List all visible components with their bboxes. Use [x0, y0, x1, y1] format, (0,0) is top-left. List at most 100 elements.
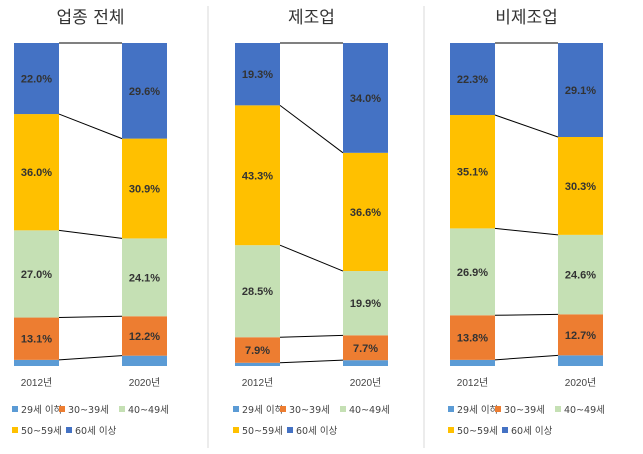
data-label: 19.3%	[242, 69, 273, 81]
legend-swatch	[340, 406, 346, 412]
connector-line	[494, 313, 559, 316]
data-label: 19.9%	[350, 298, 381, 310]
x-tick-label: 2020년	[129, 377, 160, 389]
legend-swatch	[287, 427, 293, 433]
legend-swatch	[233, 406, 239, 412]
x-tick-label: 2020년	[350, 377, 381, 389]
data-label: 36.0%	[21, 167, 52, 179]
chart-title: 비제조업	[495, 8, 558, 28]
legend-swatch	[59, 406, 65, 412]
bar-segment-series-4	[558, 136, 603, 235]
bar-segment-series-1	[235, 362, 280, 366]
data-label: 29.6%	[129, 86, 160, 98]
legend-label: 29세 이하	[242, 404, 284, 416]
data-label: 24.1%	[129, 272, 160, 284]
bar-segment-series-4	[235, 105, 280, 246]
legend-swatch	[12, 406, 18, 412]
connector-line	[494, 227, 559, 236]
chart-title: 업종 전체	[57, 8, 125, 28]
legend-label: 60세 이상	[75, 426, 117, 437]
data-label: 12.7%	[565, 330, 596, 342]
connector-line	[494, 114, 559, 138]
bar-segment-series-2	[14, 317, 59, 360]
legend-label: 30~39세	[504, 405, 545, 416]
legend-label: 50~59세	[457, 426, 498, 437]
bar-segment-series-2	[450, 315, 495, 360]
bar-segment-series-3	[343, 271, 388, 336]
data-label: 29.1%	[565, 85, 596, 97]
data-label: 34.0%	[350, 93, 381, 105]
bar-segment-series-1	[122, 355, 167, 366]
legend: 29세 이하 30~39세 40~49세 50~59세 60세 이상	[233, 404, 390, 437]
legend-label: 29세 이하	[457, 404, 499, 416]
data-label: 22.3%	[457, 74, 488, 86]
bar-segment-series-1	[14, 359, 59, 366]
legend-swatch	[448, 427, 454, 433]
legend-label: 30~39세	[68, 405, 109, 416]
connector-line	[58, 355, 123, 361]
bar-segment-series-4	[450, 115, 495, 229]
bar-segment-series-5	[343, 43, 388, 153]
bar-segment-series-3	[558, 234, 603, 315]
data-label: 24.6%	[565, 270, 596, 282]
bar-segment-series-2	[235, 337, 280, 363]
legend-label: 60세 이상	[296, 426, 338, 437]
legend-swatch	[119, 406, 125, 412]
chart-panel-3: 비제조업 13.8% 12.7% 26.9% 24.6% 35.1% 30.3% 22.3% 2…	[448, 8, 605, 437]
chart-title: 제조업	[288, 8, 335, 28]
x-tick-label: 2012년	[21, 377, 52, 389]
connector-line	[58, 229, 123, 239]
bar-segment-series-3	[235, 245, 280, 338]
legend: 29세 이하 30~39세 40~49세 50~59세 60세 이상	[448, 404, 605, 437]
bar-segment-series-1	[450, 359, 495, 366]
x-tick-label: 2020년	[565, 377, 596, 389]
connector-line	[279, 359, 344, 364]
data-label: 30.9%	[129, 184, 160, 196]
data-label: 7.9%	[245, 345, 270, 357]
x-tick-label: 2012년	[457, 377, 488, 389]
legend-swatch	[555, 406, 561, 412]
legend: 29세 이하 30~39세 40~49세 50~59세 60세 이상	[12, 404, 169, 437]
legend-swatch	[66, 427, 72, 433]
legend-swatch	[12, 427, 18, 433]
connector-line	[58, 315, 123, 319]
legend-label: 50~59세	[21, 426, 62, 437]
bar-segment-series-4	[14, 114, 59, 231]
legend-label: 30~39세	[289, 405, 330, 416]
legend-label: 40~49세	[128, 405, 169, 416]
legend-swatch	[233, 427, 239, 433]
chart-panel-1: 업종 전체 13.1% 12.2% 27.0% 24.1% 36.0% 30.9% 22.0%…	[12, 8, 169, 437]
legend-swatch	[280, 406, 286, 412]
bar-segment-series-1	[343, 360, 388, 366]
bar-segment-series-2	[343, 335, 388, 361]
data-label: 22.0%	[21, 74, 52, 86]
bar-segment-series-1	[558, 355, 603, 366]
connector-line	[279, 334, 344, 338]
data-label: 28.5%	[242, 286, 273, 298]
data-label: 26.9%	[457, 267, 488, 279]
data-label: 35.1%	[457, 167, 488, 179]
bar-segment-series-5	[122, 43, 167, 139]
bar-segment-series-4	[343, 152, 388, 272]
legend-label: 50~59세	[242, 426, 283, 437]
connector-line	[279, 104, 344, 154]
connector-line	[494, 354, 559, 361]
chart-panel-2: 제조업 7.9% 7.7% 28.5% 19.9% 43.3% 36.6% 19.3% 34.0…	[233, 8, 390, 437]
data-label: 13.1%	[21, 334, 52, 346]
bar-segment-series-5	[450, 43, 495, 116]
legend-label: 29세 이하	[21, 404, 63, 416]
bar-segment-series-5	[235, 43, 280, 106]
legend-swatch	[448, 406, 454, 412]
bar-segment-series-3	[122, 238, 167, 317]
bar-segment-series-3	[450, 228, 495, 316]
legend-swatch	[502, 427, 508, 433]
x-tick-label: 2012년	[242, 377, 273, 389]
data-label: 43.3%	[242, 170, 273, 182]
bar-segment-series-2	[558, 314, 603, 356]
legend-label: 40~49세	[564, 405, 605, 416]
bar-segment-series-4	[122, 138, 167, 239]
connector-line	[58, 113, 123, 140]
chart-panels: 업종 전체 13.1% 12.2% 27.0% 24.1% 36.0% 30.9% 22.0%…	[12, 8, 605, 437]
data-label: 12.2%	[129, 331, 160, 343]
